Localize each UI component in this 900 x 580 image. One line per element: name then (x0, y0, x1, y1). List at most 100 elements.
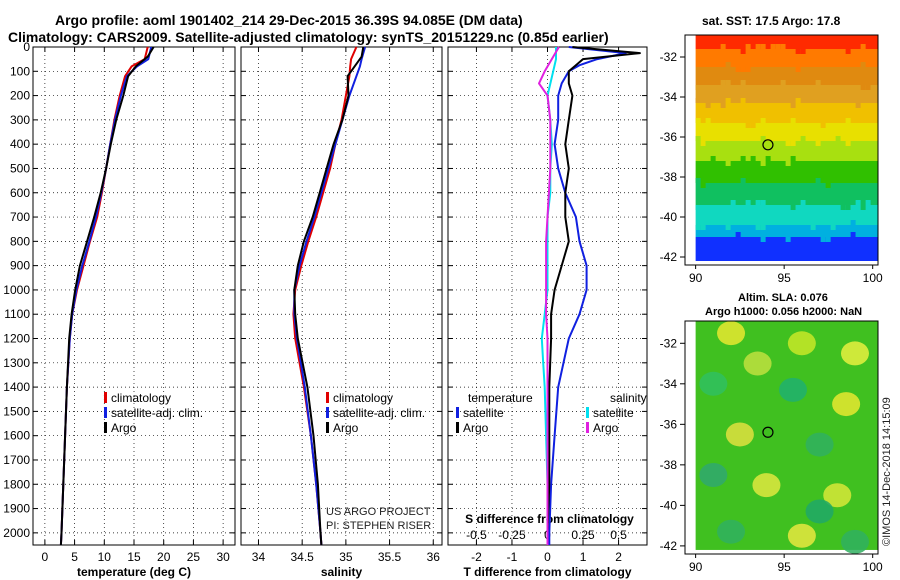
sst-pixel (835, 183, 841, 188)
sst-pixel (855, 200, 861, 205)
sst-pixel (835, 200, 841, 205)
sst-band (695, 35, 878, 49)
sst-pixel (785, 183, 791, 188)
sst-pixel (825, 237, 831, 242)
sst-pixel (840, 205, 846, 210)
sst-pixel (760, 161, 766, 166)
sst-pixel (780, 80, 786, 85)
sst-pixel (810, 225, 816, 230)
series-line-salinity-argo (538, 46, 560, 545)
sst-pixel (825, 225, 831, 230)
map-lat-label: -40 (660, 210, 678, 224)
salinity-legend: climatology satellite-adj. clim. Argo (326, 391, 425, 436)
sst-pixel (695, 85, 701, 90)
sst-pixel (815, 103, 821, 108)
sst-pixel (745, 123, 751, 128)
sst-pixel (865, 225, 871, 230)
sst-pixel (775, 44, 781, 49)
sst-pixel (780, 44, 786, 49)
sst-pixel (760, 44, 766, 49)
sst-pixel (800, 225, 806, 230)
sst-pixel (705, 44, 711, 49)
series-line-climatology (292, 46, 358, 546)
sst-pixel (760, 136, 766, 141)
x-tick-label: -1 (507, 550, 518, 564)
y-tick-label: 200 (10, 89, 30, 103)
sst-pixel (790, 205, 796, 210)
legend-item-t-satellite: satellite (456, 406, 533, 421)
sst-pixel (745, 44, 751, 49)
sst-pixel (800, 237, 806, 242)
sst-pixel (755, 200, 761, 205)
sst-pixel (825, 62, 831, 67)
legend-item-satellite: satellite-adj. clim. (104, 406, 203, 421)
y-tick-label: 100 (10, 64, 30, 78)
sla-anomaly-blob (779, 377, 808, 402)
sst-pixel (760, 200, 766, 205)
sst-pixel (745, 136, 751, 141)
legend-swatch (456, 407, 459, 418)
map-frame (684, 320, 879, 555)
sst-pixel (740, 98, 746, 103)
sst-pixel (750, 136, 756, 141)
sst-pixel (765, 67, 771, 72)
sst-map: -32 -34 -36 -38 -40 -42 90 95 100 (660, 34, 883, 285)
sst-pixel (805, 136, 811, 141)
sst-pixel (780, 156, 786, 161)
x-tick-label: 2 (615, 550, 622, 564)
sst-pixel (715, 136, 721, 141)
map-lon-label: 100 (863, 560, 883, 574)
sst-pixel (700, 232, 706, 237)
sst-pixel (715, 232, 721, 237)
sst-pixel (715, 49, 721, 54)
sst-pixel (860, 141, 866, 146)
sst-pixel (770, 62, 776, 67)
sst-pixel (820, 123, 826, 128)
sst-pixel (830, 161, 836, 166)
y-tick-label: 1700 (3, 453, 30, 467)
sst-pixel (705, 103, 711, 108)
y-tick-label: 1200 (3, 332, 30, 346)
legend-item-t-argo: Argo (456, 421, 533, 436)
sla-anomaly-blob (743, 351, 772, 376)
y-tick-label: 500 (10, 161, 30, 175)
series-line-satellite-adj-clim- (293, 46, 367, 546)
sst-pixel (720, 103, 726, 108)
sst-pixel (705, 178, 711, 183)
sla-anomaly-blob (832, 392, 861, 417)
x-tick-label: 15 (127, 550, 141, 564)
sst-pixel (740, 156, 746, 161)
sst-pixel (725, 62, 731, 67)
sst-pixel (735, 232, 741, 237)
sst-pixel (755, 232, 761, 237)
sst-pixel (780, 118, 786, 123)
sst-pixel (870, 237, 876, 242)
sst-pixel (855, 232, 861, 237)
sst-pixel (845, 205, 851, 210)
sst-pixel (745, 237, 751, 242)
sst-pixel (810, 141, 816, 146)
y-tick-label: 800 (10, 234, 30, 248)
sst-pixel (700, 225, 706, 230)
x-tick-label: 35.5 (378, 550, 402, 564)
sst-pixel (855, 141, 861, 146)
temperature-legend: climatology satellite-adj. clim. Argo (104, 391, 203, 436)
sst-pixel (800, 156, 806, 161)
y-tick-label: 1400 (3, 380, 30, 394)
x-axis-label: temperature (deg C) (77, 565, 191, 579)
sst-pixel (750, 156, 756, 161)
legend-swatch (456, 422, 459, 433)
y-tick-label: 900 (10, 259, 30, 273)
sst-pixel (800, 49, 806, 54)
sst-pixel (835, 98, 841, 103)
sst-pixel (805, 200, 811, 205)
panel-frame (240, 46, 443, 546)
sst-pixel (730, 44, 736, 49)
sst-pixel (795, 205, 801, 210)
sst-pixel (870, 85, 876, 90)
sst-pixel (800, 123, 806, 128)
sst-pixel (825, 183, 831, 188)
sst-pixel (815, 44, 821, 49)
